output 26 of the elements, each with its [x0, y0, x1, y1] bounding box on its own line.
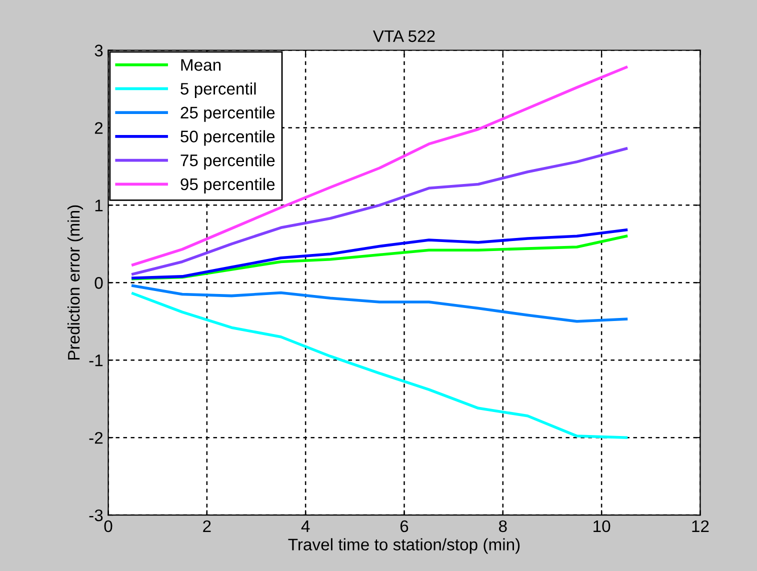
- y-axis-title: Prediction error (min): [67, 205, 84, 360]
- y-tick-label: -3: [89, 509, 103, 522]
- x-tick-label: 10: [594, 520, 610, 532]
- x-tick-label: 6: [400, 520, 408, 532]
- line-series: [132, 284, 628, 323]
- legend-label: 5 percentil: [180, 82, 256, 98]
- x-tick-label: 4: [301, 520, 310, 532]
- legend-label: 25 percentile: [180, 106, 275, 122]
- x-tick-label: 8: [498, 520, 507, 532]
- x-tick-label: 2: [203, 520, 211, 532]
- y-tick-label: 1: [95, 200, 103, 212]
- legend-label: Mean: [181, 59, 221, 71]
- y-tick-label: -1: [89, 354, 103, 366]
- y-tick-label: 2: [94, 122, 103, 134]
- y-tick-label: 3: [94, 44, 103, 56]
- legend-label: 50 percentile: [180, 130, 275, 146]
- chart-title: VTA 522: [372, 30, 435, 42]
- line-series: [132, 292, 628, 439]
- line-series: [132, 147, 628, 276]
- legend-label: 95 percentile: [180, 178, 275, 194]
- y-tick-label: 0: [94, 277, 103, 289]
- x-tick-label: 0: [104, 520, 112, 532]
- x-axis-title: Travel time to station/stop (min): [288, 538, 520, 554]
- y-tick-label: -2: [89, 432, 103, 444]
- x-tick-label: 12: [692, 520, 709, 532]
- legend-label: 75 percentile: [180, 154, 275, 170]
